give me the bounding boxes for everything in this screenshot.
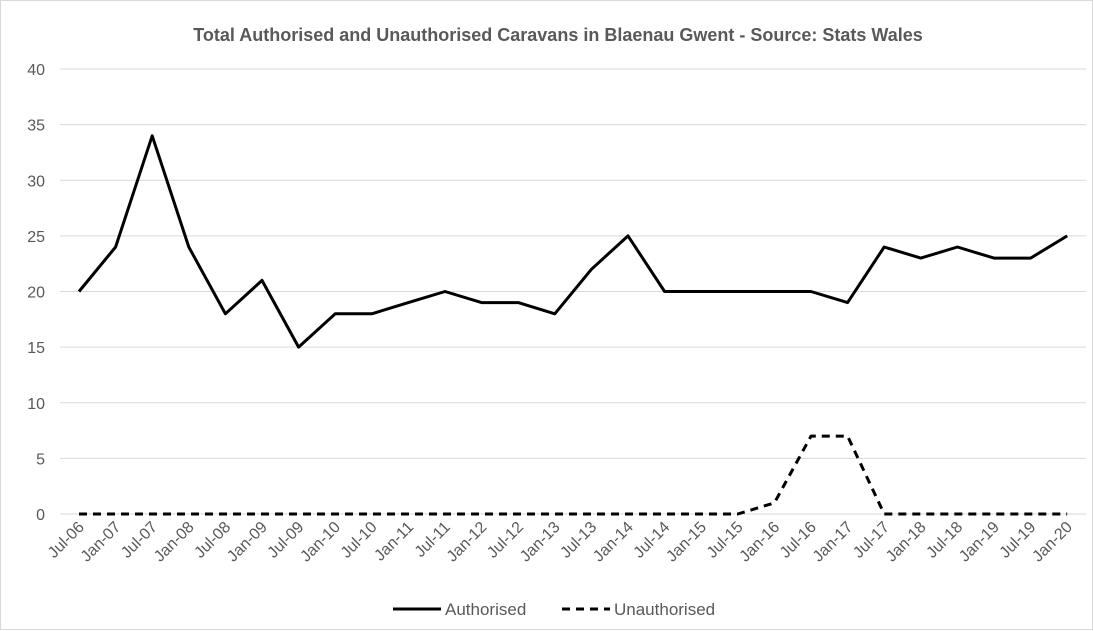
y-tick-label: 30 <box>27 173 45 190</box>
y-tick-label: 40 <box>27 62 45 79</box>
y-tick-label: 20 <box>27 285 45 302</box>
legend: Authorised Unauthorised <box>393 600 715 619</box>
y-tick-label: 5 <box>36 451 45 468</box>
x-tick-label: Jan-15 <box>663 519 710 566</box>
chart-title: Total Authorised and Unauthorised Carava… <box>193 25 922 45</box>
y-tick-label: 25 <box>27 229 45 246</box>
x-tick-label: Jan-09 <box>224 519 271 566</box>
y-tick-label: 10 <box>27 396 45 413</box>
x-tick-label: Jan-10 <box>297 519 344 566</box>
y-tick-label: 15 <box>27 340 45 357</box>
x-tick-label: Jan-20 <box>1029 519 1076 566</box>
legend-label-authorised: Authorised <box>445 600 526 619</box>
x-axis-ticks: Jul-06Jan-07Jul-07Jan-08Jul-08Jan-09Jul-… <box>45 519 1076 566</box>
series-line-authorised <box>77 134 1068 349</box>
x-tick-label: Jan-07 <box>78 519 125 566</box>
y-axis-ticks: 0 5 10 15 20 25 30 35 40 <box>27 62 45 524</box>
x-tick-label: Jan-16 <box>737 519 784 566</box>
x-tick-label: Jan-12 <box>444 519 491 566</box>
x-tick-label: Jan-13 <box>517 519 564 566</box>
x-tick-label: Jan-14 <box>590 519 637 566</box>
y-tick-label: 35 <box>27 118 45 135</box>
series-lines <box>77 134 1068 516</box>
x-tick-label: Jan-08 <box>151 519 198 566</box>
x-tick-label: Jan-17 <box>810 519 857 566</box>
x-tick-label: Jan-19 <box>956 519 1003 566</box>
x-tick-label: Jan-11 <box>371 519 417 565</box>
y-tick-label: 0 <box>36 507 45 524</box>
x-tick-label: Jan-18 <box>883 519 930 566</box>
legend-label-unauthorised: Unauthorised <box>614 600 715 619</box>
series-line-unauthorised <box>79 434 1068 516</box>
